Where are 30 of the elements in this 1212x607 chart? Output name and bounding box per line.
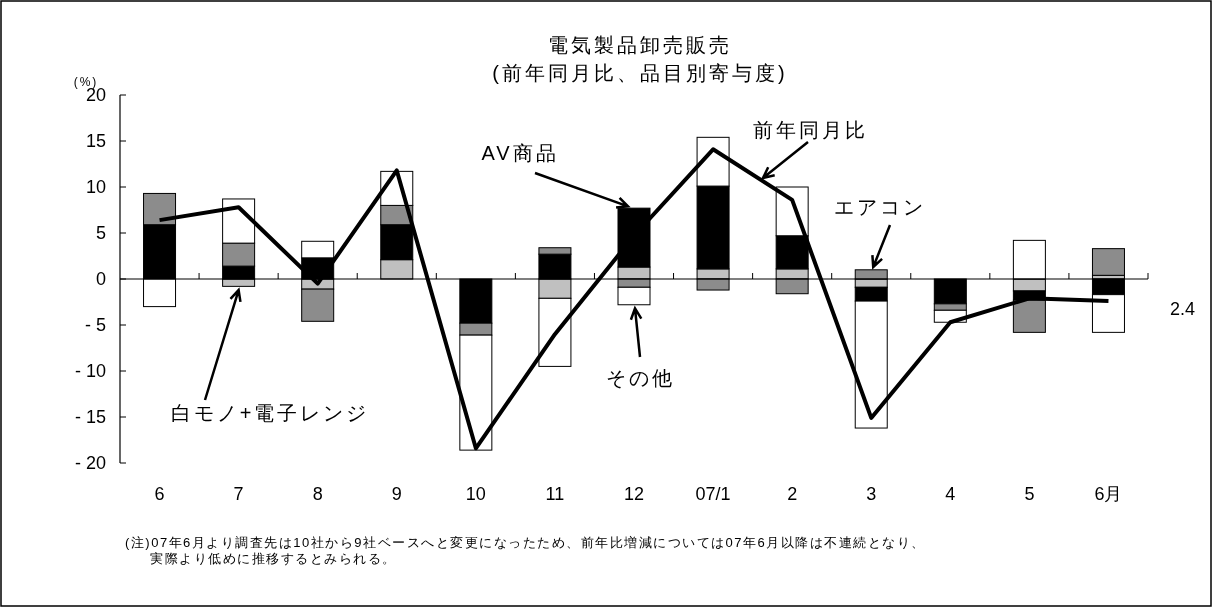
- x-tick-label: 11: [545, 484, 565, 504]
- x-tick-label: 6: [154, 484, 165, 504]
- text: 白モノ+電子レンジ: [170, 402, 370, 424]
- x-tick-label: 7: [233, 484, 244, 504]
- y-tick-label: 15: [85, 131, 106, 151]
- x-tick-label: 4: [945, 484, 956, 504]
- y-tick-label: 0: [95, 269, 106, 289]
- y-tick-label: 5: [95, 223, 106, 243]
- text: AV商品: [481, 142, 559, 164]
- y-tick-label: 10: [85, 177, 106, 197]
- x-tick-label: 12: [623, 484, 645, 504]
- text: エアコン: [834, 196, 926, 218]
- series-label: 前年同月比: [752, 119, 868, 141]
- y-tick-label: - 5: [84, 315, 106, 335]
- x-tick-label: 2: [787, 484, 798, 504]
- y-tick-label: - 15: [74, 407, 106, 427]
- x-tick-label: 8: [312, 484, 323, 504]
- x-tick-label: 07/1: [695, 484, 731, 504]
- x-tick-label: 9: [391, 484, 402, 504]
- y-tick-label: - 20: [74, 453, 106, 473]
- x-tick-label: 10: [465, 484, 486, 504]
- chart-title: 電気製品卸売販売: [548, 34, 732, 56]
- chart-subtitle: (前年同月比、品目別寄与度): [492, 62, 788, 84]
- x-tick-label: 6月: [1094, 484, 1123, 504]
- x-tick-label: 5: [1024, 484, 1035, 504]
- text: (注)07年6月より調査先は10社から9社ベースへと変更になったため、前年比増減については07年6月以降は不連続となり、実際より低めに推移するとみられる。: [125, 535, 926, 566]
- series-label: その他: [605, 367, 675, 389]
- text: 2.4: [1170, 299, 1196, 319]
- y-tick-label: - 10: [74, 361, 106, 381]
- x-tick-label: 3: [866, 484, 877, 504]
